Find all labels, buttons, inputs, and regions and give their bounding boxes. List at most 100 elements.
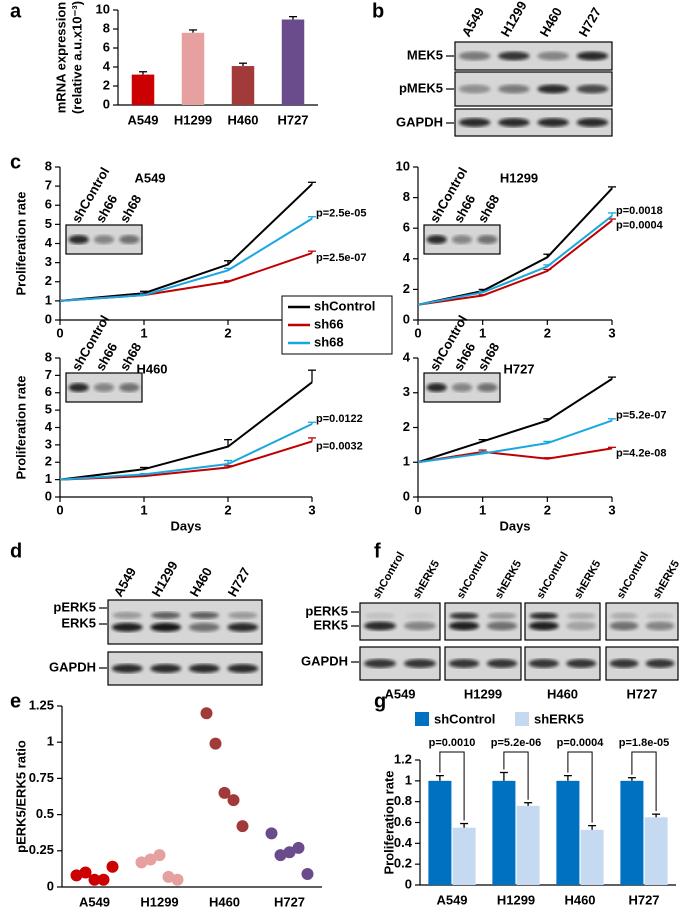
row-label: pERK5 bbox=[305, 603, 348, 618]
x-tick-label: 2 bbox=[544, 325, 551, 340]
y-tick-label: 0 bbox=[403, 488, 410, 503]
point bbox=[79, 866, 92, 879]
group-label: H460 bbox=[547, 686, 578, 701]
y-tick-label: 3 bbox=[403, 384, 410, 399]
x-tick-label: H460 bbox=[227, 112, 258, 127]
row-label: GAPDH bbox=[49, 659, 96, 674]
y-tick-label: 0.5 bbox=[36, 806, 54, 821]
blot-band bbox=[576, 84, 609, 94]
x-tick-label: H727 bbox=[274, 894, 305, 909]
point bbox=[227, 794, 240, 807]
bar bbox=[516, 805, 540, 885]
y-axis-label: mRNA expression bbox=[53, 2, 68, 114]
bracket bbox=[439, 751, 465, 821]
line bbox=[59, 252, 313, 302]
blot-band bbox=[151, 611, 181, 619]
lane-label: H727 bbox=[225, 565, 254, 599]
row-label: GAPDH bbox=[301, 653, 348, 668]
line bbox=[417, 215, 613, 306]
y-tick-label: 2 bbox=[45, 273, 52, 288]
point bbox=[171, 873, 184, 886]
y-tick-label: 6 bbox=[45, 384, 52, 399]
y-tick-label: 10 bbox=[96, 1, 110, 16]
blot-band bbox=[93, 383, 115, 392]
blot-band bbox=[68, 235, 89, 244]
y-axis-label: Proliferation rate bbox=[13, 191, 28, 295]
y-tick-label: 3 bbox=[45, 436, 52, 451]
lane-label: sh68 bbox=[117, 192, 145, 225]
line bbox=[417, 378, 613, 464]
y-tick-label: 8 bbox=[45, 158, 52, 173]
x-tick-label: 0 bbox=[414, 502, 421, 517]
point bbox=[265, 827, 278, 840]
y-tick-label: 0 bbox=[47, 878, 54, 893]
y-tick-label: 0 bbox=[45, 311, 52, 326]
y-tick-label: 4 bbox=[45, 419, 53, 434]
point bbox=[97, 873, 110, 886]
y-axis-label: pERK5/ERK5 ratio bbox=[13, 740, 28, 853]
lane-label: H460 bbox=[537, 5, 566, 39]
line bbox=[59, 217, 313, 302]
y-tick-label: 0 bbox=[403, 311, 410, 326]
y-tick-label: 8 bbox=[103, 20, 110, 35]
blot-band bbox=[458, 51, 491, 61]
y-tick-label: 6 bbox=[45, 197, 52, 212]
chart-title: A549 bbox=[134, 170, 165, 185]
lane-label: shERK5 bbox=[572, 558, 603, 601]
row-label: GAPDH bbox=[396, 114, 443, 129]
bracket bbox=[631, 751, 657, 812]
blot-band bbox=[404, 659, 436, 668]
blot-band bbox=[188, 664, 220, 673]
blot-band bbox=[537, 118, 569, 127]
lane-label: shControl bbox=[455, 550, 491, 601]
line bbox=[59, 440, 313, 481]
y-tick-label: 0.25 bbox=[29, 842, 54, 857]
blot-band bbox=[228, 611, 258, 619]
y-tick-label: 1 bbox=[405, 772, 412, 787]
blot-band bbox=[528, 659, 559, 668]
x-tick-label: H727 bbox=[628, 892, 659, 907]
lane-label: H460 bbox=[187, 565, 216, 599]
blot-band bbox=[486, 621, 518, 631]
y-tick-label: 1.2 bbox=[394, 751, 412, 766]
blot-band bbox=[426, 235, 447, 244]
y-tick-label: 4 bbox=[403, 349, 411, 364]
blot bbox=[359, 602, 441, 641]
lane-label: shERK5 bbox=[493, 558, 524, 601]
blot-band bbox=[477, 383, 498, 392]
blot-band bbox=[451, 235, 473, 244]
bar bbox=[428, 780, 452, 885]
x-tick-label: A549 bbox=[127, 112, 158, 127]
blot-band bbox=[111, 622, 143, 632]
x-axis-label: Days bbox=[499, 518, 530, 533]
x-tick-label: 0 bbox=[56, 325, 63, 340]
y-tick-label: 1 bbox=[45, 292, 52, 307]
lane-label: H1299 bbox=[149, 559, 181, 600]
blot-band bbox=[364, 659, 396, 668]
line bbox=[417, 447, 613, 464]
y-tick-label: 0 bbox=[45, 488, 52, 503]
blot-band bbox=[487, 612, 517, 620]
y-tick-label: 1 bbox=[47, 734, 54, 749]
blot-band bbox=[477, 235, 498, 244]
blot-band bbox=[609, 659, 639, 668]
bar bbox=[644, 817, 668, 885]
y-tick-label: 0.8 bbox=[394, 793, 412, 808]
blot-band bbox=[566, 659, 597, 668]
y-tick-label: 5 bbox=[45, 402, 52, 417]
x-tick-label: 2 bbox=[544, 502, 551, 517]
group-label: H1299 bbox=[464, 686, 502, 701]
y-tick-label: 4 bbox=[45, 235, 53, 250]
line bbox=[417, 219, 613, 306]
legend-label: shERK5 bbox=[534, 711, 584, 726]
blot-band bbox=[188, 622, 220, 632]
bar bbox=[580, 829, 604, 885]
p-value: p=5.2e-06 bbox=[491, 737, 541, 749]
lane-label: A549 bbox=[459, 5, 488, 39]
blot-band bbox=[227, 622, 259, 632]
y-tick-label: 1 bbox=[45, 471, 52, 486]
x-tick-label: A549 bbox=[79, 894, 110, 909]
y-tick-label: 0.6 bbox=[394, 814, 412, 829]
x-axis-label: Days bbox=[170, 518, 201, 533]
x-tick-label: 1 bbox=[479, 325, 486, 340]
